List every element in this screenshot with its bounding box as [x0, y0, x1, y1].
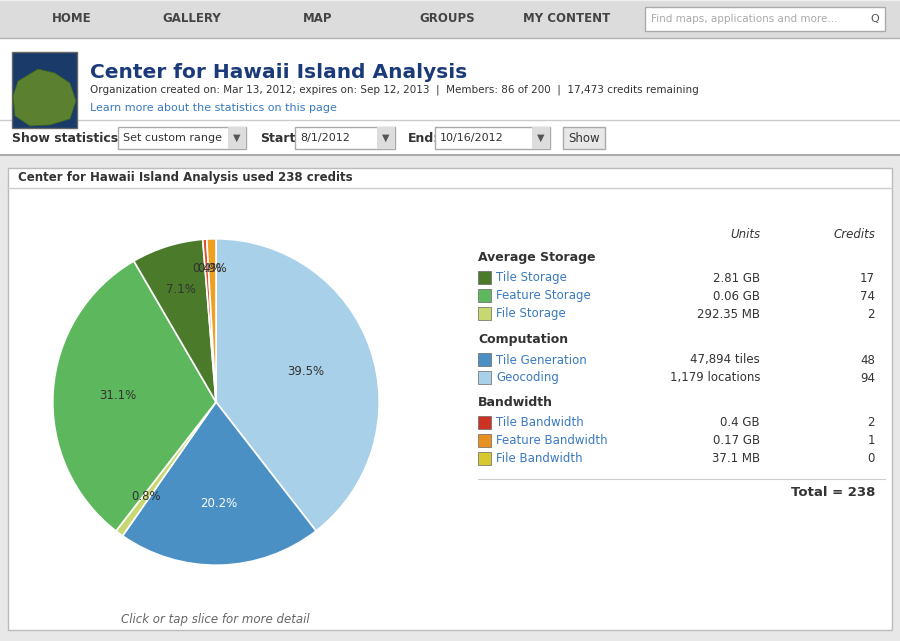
Text: Show statistics for: Show statistics for	[12, 131, 142, 144]
Text: 31.1%: 31.1%	[100, 389, 137, 402]
Wedge shape	[116, 402, 216, 536]
Text: 0.17 GB: 0.17 GB	[713, 435, 760, 447]
Wedge shape	[134, 239, 216, 402]
Text: Organization created on: Mar 13, 2012; expires on: Sep 12, 2013  |  Members: 86 : Organization created on: Mar 13, 2012; e…	[90, 85, 698, 96]
FancyBboxPatch shape	[563, 127, 605, 149]
Text: ▼: ▼	[382, 133, 390, 143]
Text: 0.9%: 0.9%	[197, 262, 227, 275]
Text: 2: 2	[868, 417, 875, 429]
Text: 0.4%: 0.4%	[192, 262, 221, 275]
Text: Feature Storage: Feature Storage	[496, 290, 590, 303]
Text: 0.4 GB: 0.4 GB	[720, 417, 760, 429]
Text: 7.1%: 7.1%	[166, 283, 195, 296]
Bar	[377, 127, 395, 149]
Bar	[0, 0, 900, 38]
Text: 2.81 GB: 2.81 GB	[713, 272, 760, 285]
FancyBboxPatch shape	[435, 127, 550, 149]
Text: Center for Hawaii Island Analysis used 238 credits: Center for Hawaii Island Analysis used 2…	[18, 172, 353, 185]
Text: Find maps, applications and more...: Find maps, applications and more...	[651, 14, 838, 24]
Text: 2: 2	[868, 308, 875, 320]
Bar	[532, 127, 550, 149]
Text: 292.35 MB: 292.35 MB	[697, 308, 760, 320]
Text: 20.2%: 20.2%	[200, 497, 238, 510]
Polygon shape	[13, 69, 76, 126]
Bar	[478, 371, 491, 384]
Wedge shape	[122, 402, 316, 565]
Text: Center for Hawaii Island Analysis: Center for Hawaii Island Analysis	[90, 63, 467, 81]
Text: Start:: Start:	[260, 131, 301, 144]
Text: 0: 0	[868, 453, 875, 465]
FancyBboxPatch shape	[645, 7, 885, 31]
Text: Tile Bandwidth: Tile Bandwidth	[496, 417, 584, 429]
Wedge shape	[207, 239, 216, 402]
Text: File Bandwidth: File Bandwidth	[496, 453, 582, 465]
Bar	[478, 452, 491, 465]
Text: ▼: ▼	[233, 133, 241, 143]
Text: Show: Show	[568, 131, 599, 144]
Bar	[228, 127, 246, 149]
Bar	[478, 289, 491, 302]
Text: 17: 17	[860, 272, 875, 285]
Text: Units: Units	[730, 228, 760, 242]
Text: 0.06 GB: 0.06 GB	[713, 290, 760, 303]
Bar	[478, 434, 491, 447]
Text: Geocoding: Geocoding	[496, 372, 559, 385]
Wedge shape	[53, 261, 216, 531]
FancyBboxPatch shape	[8, 168, 892, 630]
Text: End:: End:	[408, 131, 439, 144]
Bar	[478, 307, 491, 320]
Wedge shape	[202, 239, 216, 402]
Text: 39.5%: 39.5%	[287, 365, 324, 378]
Text: Tile Storage: Tile Storage	[496, 272, 567, 285]
Text: Q: Q	[870, 14, 879, 24]
Text: GROUPS: GROUPS	[419, 13, 475, 26]
Text: 1: 1	[868, 435, 875, 447]
Text: 47,894 tiles: 47,894 tiles	[690, 353, 760, 367]
Text: Credits: Credits	[833, 228, 875, 242]
Text: MAP: MAP	[303, 13, 333, 26]
Text: 48: 48	[860, 353, 875, 367]
Text: Bandwidth: Bandwidth	[478, 397, 553, 410]
Text: 10/16/2012: 10/16/2012	[440, 133, 504, 143]
Text: 94: 94	[860, 372, 875, 385]
Text: Learn more about the statistics on this page: Learn more about the statistics on this …	[90, 103, 337, 113]
Text: Tile Generation: Tile Generation	[496, 353, 587, 367]
Text: GALLERY: GALLERY	[163, 13, 221, 26]
Text: 1,179 locations: 1,179 locations	[670, 372, 760, 385]
Wedge shape	[216, 239, 379, 531]
FancyBboxPatch shape	[118, 127, 246, 149]
Text: Average Storage: Average Storage	[478, 251, 596, 265]
Text: HOME: HOME	[52, 13, 92, 26]
Text: ▼: ▼	[537, 133, 544, 143]
Text: Computation: Computation	[478, 333, 568, 347]
Bar	[478, 353, 491, 366]
Text: 8/1/2012: 8/1/2012	[300, 133, 350, 143]
Text: MY CONTENT: MY CONTENT	[524, 13, 610, 26]
Text: 0.8%: 0.8%	[131, 490, 161, 503]
Text: Feature Bandwidth: Feature Bandwidth	[496, 435, 608, 447]
Bar	[0, 120, 900, 155]
Text: 74: 74	[860, 290, 875, 303]
Bar	[12, 52, 77, 128]
Bar	[0, 38, 900, 155]
Text: Set custom range: Set custom range	[123, 133, 222, 143]
Bar	[478, 416, 491, 429]
Text: Total = 238: Total = 238	[790, 487, 875, 499]
Bar	[478, 271, 491, 284]
FancyBboxPatch shape	[295, 127, 395, 149]
Text: File Storage: File Storage	[496, 308, 566, 320]
Text: Click or tap slice for more detail: Click or tap slice for more detail	[121, 613, 310, 626]
Text: 37.1 MB: 37.1 MB	[712, 453, 760, 465]
